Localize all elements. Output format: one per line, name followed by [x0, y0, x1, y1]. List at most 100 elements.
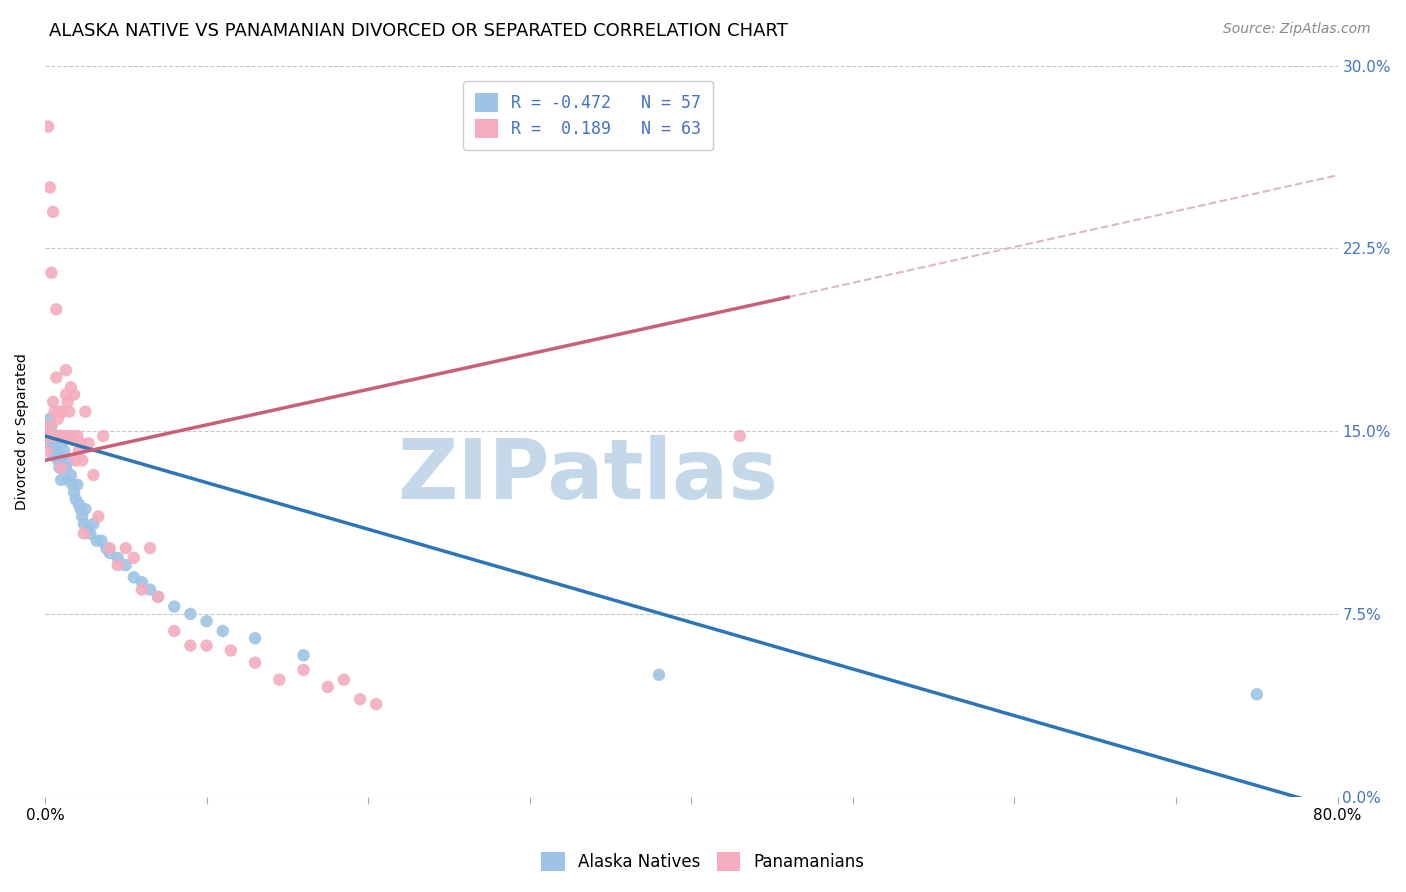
Point: [107, 550, 129, 565]
Point: [648, 668, 671, 682]
Point: [219, 643, 242, 657]
Point: [114, 558, 136, 573]
Point: [79, 526, 101, 541]
Point: [49, 436, 72, 450]
Point: [349, 692, 371, 706]
Point: [46, 436, 69, 450]
Point: [55, 387, 77, 401]
Point: [1246, 687, 1268, 701]
Point: [56, 473, 79, 487]
Point: [163, 624, 186, 638]
Text: Source: ZipAtlas.com: Source: ZipAtlas.com: [1223, 22, 1371, 37]
Point: [292, 663, 315, 677]
Point: [58, 453, 80, 467]
Point: [41, 419, 63, 434]
Point: [98, 546, 121, 560]
Point: [56, 395, 79, 409]
Point: [58, 404, 80, 418]
Point: [146, 590, 169, 604]
Point: [46, 412, 69, 426]
Point: [37, 429, 59, 443]
Point: [52, 404, 75, 418]
Point: [65, 453, 87, 467]
Point: [131, 582, 153, 597]
Point: [42, 429, 65, 443]
Point: [77, 436, 100, 450]
Point: [49, 429, 72, 443]
Point: [139, 582, 162, 597]
Point: [75, 502, 97, 516]
Point: [163, 599, 186, 614]
Point: [41, 429, 63, 443]
Point: [48, 460, 70, 475]
Point: [44, 404, 66, 418]
Point: [49, 453, 72, 467]
Point: [63, 485, 86, 500]
Point: [38, 424, 60, 438]
Point: [69, 502, 91, 516]
Point: [179, 607, 201, 621]
Point: [42, 449, 65, 463]
Point: [107, 558, 129, 573]
Point: [49, 473, 72, 487]
Point: [44, 436, 66, 450]
Point: [211, 624, 233, 638]
Point: [44, 429, 66, 443]
Point: [42, 429, 65, 443]
Text: ZIPatlas: ZIPatlas: [398, 434, 779, 516]
Point: [52, 429, 75, 443]
Point: [114, 541, 136, 555]
Point: [73, 526, 96, 541]
Point: [82, 468, 104, 483]
Point: [366, 697, 388, 711]
Point: [243, 656, 266, 670]
Point: [65, 492, 87, 507]
Point: [53, 443, 76, 458]
Point: [44, 429, 66, 443]
Text: ALASKA NATIVE VS PANAMANIAN DIVORCED OR SEPARATED CORRELATION CHART: ALASKA NATIVE VS PANAMANIAN DIVORCED OR …: [49, 22, 789, 40]
Point: [48, 429, 70, 443]
Point: [45, 429, 67, 443]
Point: [91, 429, 114, 443]
Point: [70, 453, 93, 467]
Point: [55, 363, 77, 377]
Point: [59, 468, 82, 483]
Legend: R = -0.472   N = 57, R =  0.189   N = 63: R = -0.472 N = 57, R = 0.189 N = 63: [463, 81, 713, 150]
Point: [48, 449, 70, 463]
Point: [53, 429, 76, 443]
Point: [38, 180, 60, 194]
Point: [45, 429, 67, 443]
Point: [87, 509, 110, 524]
Point: [48, 404, 70, 418]
Point: [41, 436, 63, 450]
Point: [63, 387, 86, 401]
Point: [45, 443, 67, 458]
Point: [35, 429, 58, 443]
Point: [38, 412, 60, 426]
Point: [146, 590, 169, 604]
Point: [243, 632, 266, 646]
Point: [131, 575, 153, 590]
Point: [98, 541, 121, 555]
Point: [46, 453, 69, 467]
Point: [59, 380, 82, 394]
Legend: Alaska Natives, Panamanians: Alaska Natives, Panamanians: [533, 843, 873, 880]
Point: [70, 509, 93, 524]
Point: [122, 570, 145, 584]
Point: [82, 516, 104, 531]
Point: [45, 302, 67, 317]
Point: [66, 477, 89, 491]
Point: [122, 550, 145, 565]
Point: [195, 639, 218, 653]
Point: [316, 680, 339, 694]
Point: [49, 460, 72, 475]
Point: [90, 533, 112, 548]
Point: [41, 266, 63, 280]
Point: [52, 460, 75, 475]
Point: [67, 443, 90, 458]
Point: [292, 648, 315, 663]
Point: [42, 395, 65, 409]
Point: [67, 497, 90, 511]
Point: [37, 120, 59, 134]
Point: [86, 533, 108, 548]
